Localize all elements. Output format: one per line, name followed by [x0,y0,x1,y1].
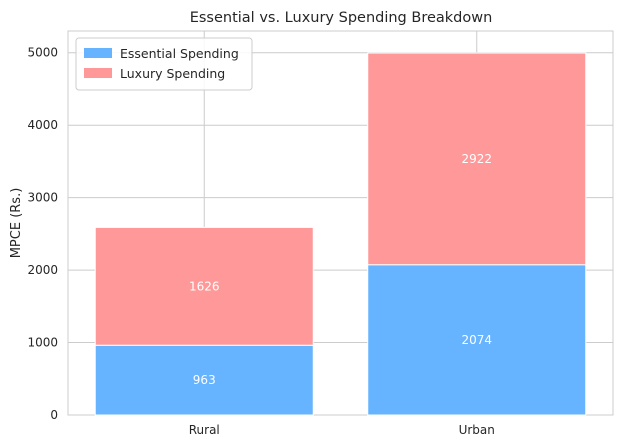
legend-swatch [84,68,112,78]
y-axis-label: MPCE (Rs.) [9,188,24,259]
bar-value-label: 963 [193,373,216,387]
y-tick-label: 3000 [27,191,58,205]
y-axis-ticks: 0 1000 2000 3000 4000 5000 [27,46,58,422]
bar-segment [367,52,587,266]
chart-title: Essential vs. Luxury Spending Breakdown [190,10,493,26]
y-tick-label: 4000 [27,118,58,132]
bar-segment [94,226,314,346]
bar-value-label: 1626 [189,279,220,293]
y-tick-label: 1000 [27,336,58,350]
x-axis-ticks: Rural Urban [189,423,495,437]
x-tick-label: Rural [189,423,220,437]
legend-swatch [84,48,112,58]
bar-value-label: 2074 [461,333,492,347]
bars [94,52,587,416]
y-tick-label: 2000 [27,263,58,277]
bar-value-labels: 963 1626 2074 2922 [189,152,492,387]
legend: Essential Spending Luxury Spending [75,37,253,91]
legend-label: Luxury Spending [120,66,225,81]
x-tick-label: Urban [459,423,495,437]
y-tick-label: 5000 [27,46,58,60]
bar-segment [367,264,587,416]
legend-frame [75,37,253,91]
bar-segment [94,344,314,416]
bar-value-label: 2922 [461,152,492,166]
y-tick-label: 0 [50,408,58,422]
legend-label: Essential Spending [120,46,239,61]
